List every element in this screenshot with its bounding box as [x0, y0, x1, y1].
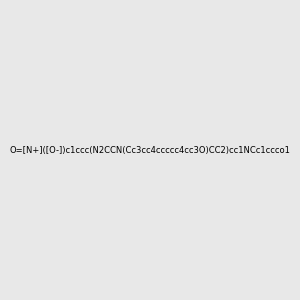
Text: O=[N+]([O-])c1ccc(N2CCN(Cc3cc4ccccc4cc3O)CC2)cc1NCc1ccco1: O=[N+]([O-])c1ccc(N2CCN(Cc3cc4ccccc4cc3O… — [10, 146, 290, 154]
